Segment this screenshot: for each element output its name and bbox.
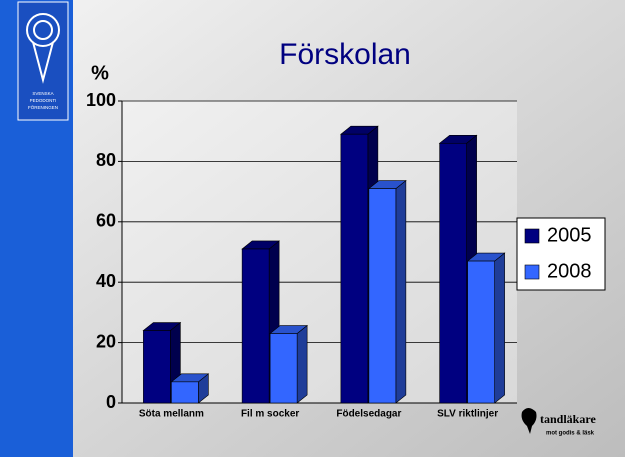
x-tick-label: Söta mellanm: [139, 409, 204, 420]
chart-title: Förskolan: [279, 38, 411, 71]
logo-text: SVENSKA: [32, 91, 53, 96]
footer-subtitle: mot godis & läsk: [546, 431, 595, 437]
bar-side: [297, 326, 307, 403]
bar-side: [495, 253, 505, 403]
legend-swatch: [525, 265, 539, 279]
y-tick-label: 60: [96, 211, 116, 231]
bar: [242, 249, 269, 403]
slide: SVENSKA PEDODONTI FÖRENINGEN Förskolan %…: [0, 0, 625, 457]
x-tick-label: Födelsedagar: [336, 409, 401, 420]
bar: [369, 189, 396, 403]
bar: [171, 382, 198, 403]
x-tick-label: Fil m socker: [241, 409, 299, 420]
bar: [143, 331, 170, 403]
logo-text: PEDODONTI: [30, 98, 57, 103]
footer-title: tandläkare: [540, 412, 596, 426]
logo-text: FÖRENINGEN: [28, 104, 58, 110]
y-tick-label: 100: [86, 90, 116, 110]
y-tick-label: 0: [106, 392, 116, 412]
y-tick-label: 40: [96, 271, 116, 291]
y-tick-label: 80: [96, 150, 116, 170]
legend-swatch: [525, 229, 539, 243]
legend-label: 2008: [547, 260, 592, 282]
x-tick-label: SLV riktlinjer: [437, 409, 498, 420]
y-axis-label: %: [91, 62, 109, 84]
bar: [270, 334, 297, 403]
bar: [440, 143, 467, 403]
legend-label: 2005: [547, 224, 592, 246]
bar: [468, 261, 495, 403]
bar-side: [396, 181, 406, 403]
bar: [341, 134, 368, 403]
y-tick-label: 20: [96, 331, 116, 351]
